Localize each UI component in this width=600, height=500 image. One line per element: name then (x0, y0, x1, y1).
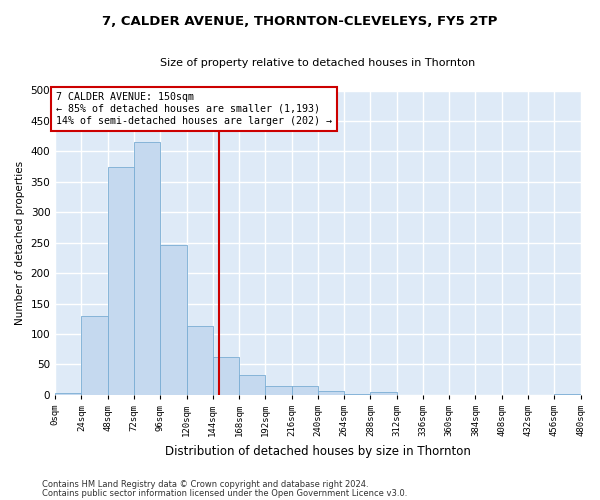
Bar (554, 394, 581, 395)
Bar (82, 316, 108, 395)
Bar (108, 166, 134, 395)
Bar (318, 391, 344, 395)
Text: Contains HM Land Registry data © Crown copyright and database right 2024.: Contains HM Land Registry data © Crown c… (42, 480, 368, 489)
Text: 7 CALDER AVENUE: 150sqm
← 85% of detached houses are smaller (1,193)
14% of semi: 7 CALDER AVENUE: 150sqm ← 85% of detache… (56, 92, 332, 126)
X-axis label: Distribution of detached houses by size in Thornton: Distribution of detached houses by size … (165, 444, 471, 458)
Bar (213, 356, 239, 395)
Bar (265, 386, 292, 395)
Text: 7, CALDER AVENUE, THORNTON-CLEVELEYS, FY5 2TP: 7, CALDER AVENUE, THORNTON-CLEVELEYS, FY… (103, 15, 497, 28)
Bar (187, 326, 213, 395)
Bar (239, 375, 265, 395)
Bar (160, 244, 187, 395)
Y-axis label: Number of detached properties: Number of detached properties (15, 160, 25, 325)
Title: Size of property relative to detached houses in Thornton: Size of property relative to detached ho… (160, 58, 475, 68)
Bar (370, 392, 397, 395)
Bar (134, 142, 160, 395)
Bar (292, 386, 318, 395)
Text: Contains public sector information licensed under the Open Government Licence v3: Contains public sector information licen… (42, 488, 407, 498)
Bar (344, 394, 370, 395)
Bar (55, 393, 82, 395)
